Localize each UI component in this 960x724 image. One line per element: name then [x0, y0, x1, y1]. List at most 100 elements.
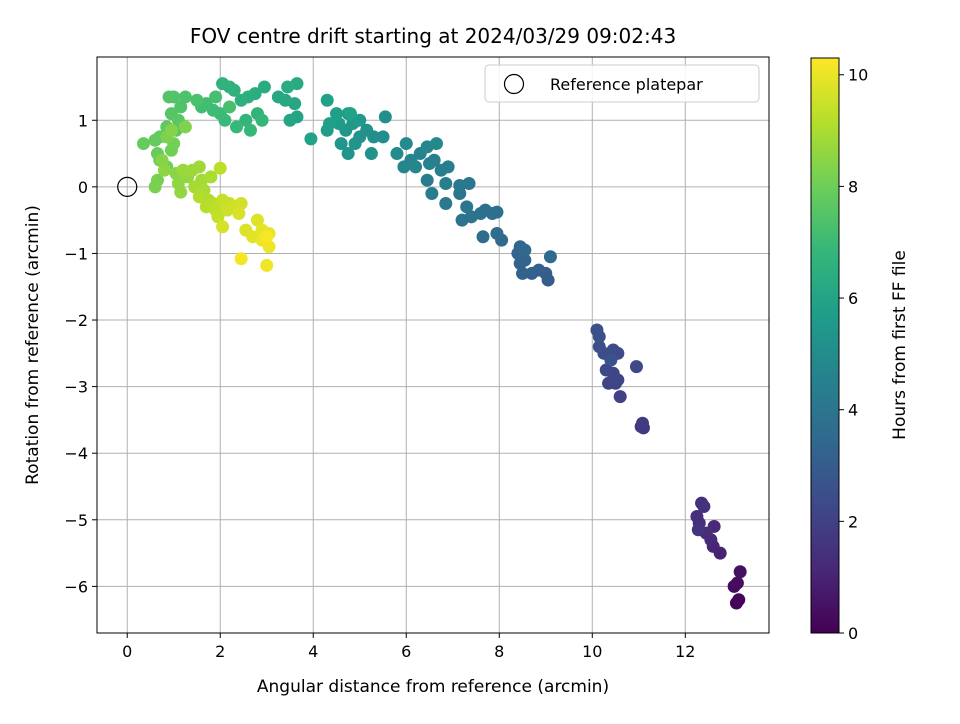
x-axis-label: Angular distance from reference (arcmin): [257, 677, 609, 697]
data-point: [178, 90, 192, 104]
y-tick-label: −1: [64, 244, 88, 263]
colorbar-gradient: [810, 57, 840, 634]
reference-marker-layer: [117, 176, 138, 197]
x-tick-label: 4: [308, 642, 318, 661]
data-point: [613, 390, 627, 404]
y-axis-ticks: 1 0 −1 −2 −3 −4 −5 −6: [64, 111, 97, 596]
data-point: [425, 187, 439, 201]
data-point: [376, 130, 390, 144]
data-point: [243, 123, 257, 137]
data-point: [730, 576, 744, 590]
x-tick-label: 6: [401, 642, 411, 661]
data-point: [434, 163, 448, 177]
scatter-points: [137, 77, 747, 610]
data-point: [330, 107, 344, 121]
data-point: [192, 160, 206, 174]
data-point: [162, 90, 176, 104]
data-point: [155, 153, 169, 167]
y-tick-label: −5: [64, 511, 88, 530]
data-point: [420, 173, 434, 187]
data-point: [174, 185, 188, 199]
data-point: [174, 100, 188, 114]
data-point: [234, 252, 248, 266]
data-point: [190, 93, 204, 107]
colorbar-label: Hours from first FF file: [890, 250, 910, 440]
data-point: [592, 340, 606, 354]
data-point: [176, 163, 190, 177]
data-point: [271, 90, 285, 104]
y-tick-label: −4: [64, 444, 88, 463]
data-point: [390, 147, 404, 161]
data-point: [439, 177, 453, 191]
data-point: [516, 266, 530, 280]
data-point: [211, 210, 225, 224]
data-point: [453, 179, 467, 193]
data-point: [353, 113, 367, 127]
x-tick-label: 8: [494, 642, 504, 661]
data-point: [320, 93, 334, 107]
data-point: [283, 113, 297, 127]
y-tick-label: 0: [78, 178, 88, 197]
y-axis-label: Rotation from reference (arcmin): [23, 205, 43, 485]
data-point: [234, 196, 248, 210]
data-point: [592, 330, 606, 344]
data-point: [323, 117, 337, 131]
data-point: [204, 170, 218, 184]
data-point: [364, 147, 378, 161]
data-point: [476, 230, 490, 244]
data-point: [250, 213, 264, 227]
legend: Reference platepar: [484, 64, 760, 103]
data-point: [439, 196, 453, 210]
data-point: [178, 120, 192, 134]
data-point: [213, 161, 227, 175]
data-point: [239, 113, 253, 127]
data-point: [429, 137, 443, 151]
data-point: [281, 80, 295, 94]
colorbar-tick-label: 4: [848, 401, 858, 420]
data-point: [230, 120, 244, 134]
data-point: [378, 110, 392, 124]
data-point: [255, 113, 269, 127]
data-point: [423, 157, 437, 171]
legend-box: [484, 64, 760, 103]
data-point: [209, 90, 223, 104]
legend-marker-reference: [503, 73, 525, 95]
data-point: [604, 353, 618, 367]
data-point: [341, 147, 355, 161]
data-point: [518, 243, 532, 257]
data-point: [343, 107, 357, 121]
colorbar-tick-label: 10: [848, 66, 868, 85]
y-tick-label: −6: [64, 577, 88, 596]
data-point: [409, 160, 423, 174]
legend-label-reference: Reference platepar: [550, 75, 703, 94]
colorbar-ticks: 0 2 4 6 8 10: [839, 66, 868, 643]
data-point: [223, 100, 237, 114]
data-point: [234, 93, 248, 107]
data-point: [636, 416, 650, 430]
data-point: [543, 250, 557, 264]
data-point: [733, 565, 747, 579]
data-point: [691, 523, 705, 537]
x-tick-label: 0: [122, 642, 132, 661]
colorbar: 0 2 4 6 8 10 Hours from first FF file: [810, 57, 910, 643]
data-point: [137, 137, 151, 151]
data-point: [334, 137, 348, 151]
y-tick-label: −3: [64, 378, 88, 397]
data-point: [490, 205, 504, 219]
grid: [97, 57, 769, 633]
data-point: [629, 360, 643, 374]
x-tick-label: 10: [582, 642, 602, 661]
data-point: [697, 499, 711, 513]
chart-title: FOV centre drift starting at 2024/03/29 …: [190, 24, 676, 48]
data-point: [260, 230, 274, 244]
data-point: [490, 226, 504, 240]
data-point: [192, 190, 206, 204]
data-point: [599, 363, 613, 377]
data-point: [348, 137, 362, 151]
y-tick-label: 1: [78, 111, 88, 130]
colorbar-tick-label: 0: [848, 624, 858, 643]
data-point: [732, 593, 746, 607]
x-tick-label: 2: [215, 642, 225, 661]
